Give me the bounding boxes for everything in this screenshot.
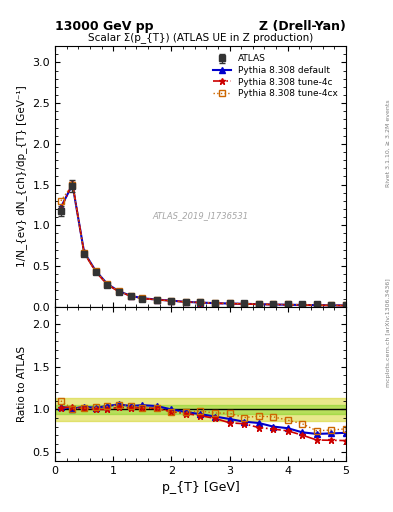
Text: mcplots.cern.ch [arXiv:1306.3436]: mcplots.cern.ch [arXiv:1306.3436] — [386, 279, 391, 387]
Pythia 8.308 tune-4c — [300, 302, 305, 308]
Pythia 8.308 tune-4c — [271, 302, 275, 308]
Pythia 8.308 tune-4c — [343, 303, 348, 309]
Pythia 8.308 default — [285, 302, 290, 308]
Pythia 8.308 tune-4c — [213, 300, 217, 306]
Pythia 8.308 default — [300, 302, 305, 308]
Line: Pythia 8.308 tune-4cx: Pythia 8.308 tune-4cx — [58, 182, 349, 308]
Pythia 8.308 tune-4c — [128, 293, 133, 299]
Pythia 8.308 tune-4c — [117, 289, 121, 295]
Pythia 8.308 tune-4c — [242, 301, 246, 307]
Pythia 8.308 default — [329, 302, 334, 308]
Pythia 8.308 tune-4cx — [94, 268, 98, 274]
Text: Rivet 3.1.10, ≥ 3.2M events: Rivet 3.1.10, ≥ 3.2M events — [386, 99, 391, 187]
Pythia 8.308 default — [82, 249, 86, 255]
Pythia 8.308 tune-4cx — [256, 301, 261, 307]
Y-axis label: 1/N_{ev} dN_{ch}/dp_{T} [GeV⁻¹]: 1/N_{ev} dN_{ch}/dp_{T} [GeV⁻¹] — [16, 86, 27, 267]
Pythia 8.308 default — [198, 300, 203, 306]
Pythia 8.308 tune-4c — [154, 296, 159, 303]
Pythia 8.308 tune-4c — [285, 302, 290, 308]
Pythia 8.308 default — [140, 295, 145, 301]
Pythia 8.308 default — [256, 301, 261, 307]
Pythia 8.308 tune-4cx — [343, 302, 348, 308]
Pythia 8.308 tune-4cx — [300, 302, 305, 308]
Pythia 8.308 tune-4c — [184, 299, 188, 305]
Line: Pythia 8.308 tune-4c: Pythia 8.308 tune-4c — [57, 180, 349, 309]
Y-axis label: Ratio to ATLAS: Ratio to ATLAS — [17, 346, 27, 422]
Pythia 8.308 tune-4cx — [59, 198, 63, 204]
Pythia 8.308 tune-4cx — [70, 181, 75, 187]
Pythia 8.308 tune-4cx — [314, 302, 319, 308]
Pythia 8.308 default — [314, 302, 319, 308]
Pythia 8.308 tune-4c — [198, 300, 203, 306]
Pythia 8.308 tune-4cx — [82, 250, 86, 256]
Pythia 8.308 tune-4c — [82, 250, 86, 256]
Pythia 8.308 tune-4c — [59, 206, 63, 212]
Bar — [55, 398, 346, 420]
Pythia 8.308 default — [105, 281, 110, 287]
Pythia 8.308 tune-4cx — [184, 299, 188, 305]
Pythia 8.308 tune-4c — [314, 302, 319, 308]
Pythia 8.308 tune-4cx — [271, 301, 275, 307]
Text: 13000 GeV pp: 13000 GeV pp — [55, 20, 154, 33]
Pythia 8.308 default — [117, 288, 121, 294]
Pythia 8.308 tune-4cx — [128, 293, 133, 299]
Pythia 8.308 tune-4cx — [213, 300, 217, 306]
Pythia 8.308 default — [343, 303, 348, 309]
Text: ATLAS_2019_I1736531: ATLAS_2019_I1736531 — [152, 211, 248, 220]
Pythia 8.308 default — [128, 293, 133, 299]
Pythia 8.308 default — [94, 268, 98, 274]
Pythia 8.308 tune-4cx — [227, 300, 232, 306]
Pythia 8.308 tune-4cx — [242, 301, 246, 307]
Text: Z (Drell-Yan): Z (Drell-Yan) — [259, 20, 346, 33]
Pythia 8.308 tune-4cx — [154, 296, 159, 303]
Pythia 8.308 default — [242, 301, 246, 307]
Line: Pythia 8.308 default: Pythia 8.308 default — [58, 182, 349, 308]
Pythia 8.308 default — [271, 302, 275, 308]
Pythia 8.308 tune-4c — [94, 269, 98, 275]
Pythia 8.308 default — [154, 296, 159, 303]
Pythia 8.308 tune-4c — [227, 301, 232, 307]
Pythia 8.308 tune-4c — [329, 303, 334, 309]
Pythia 8.308 tune-4c — [140, 295, 145, 302]
Pythia 8.308 default — [70, 181, 75, 187]
Pythia 8.308 default — [59, 204, 63, 210]
Title: Scalar Σ(p_{T}) (ATLAS UE in Z production): Scalar Σ(p_{T}) (ATLAS UE in Z productio… — [88, 33, 313, 44]
Pythia 8.308 tune-4c — [105, 282, 110, 288]
Pythia 8.308 default — [227, 301, 232, 307]
Pythia 8.308 tune-4cx — [198, 300, 203, 306]
Pythia 8.308 default — [169, 297, 174, 304]
Pythia 8.308 tune-4c — [169, 298, 174, 304]
Pythia 8.308 default — [213, 300, 217, 306]
Pythia 8.308 tune-4cx — [117, 288, 121, 294]
Pythia 8.308 tune-4c — [70, 180, 75, 186]
Pythia 8.308 tune-4cx — [285, 302, 290, 308]
Pythia 8.308 default — [184, 299, 188, 305]
Pythia 8.308 tune-4cx — [105, 281, 110, 287]
Pythia 8.308 tune-4c — [256, 301, 261, 307]
Legend: ATLAS, Pythia 8.308 default, Pythia 8.308 tune-4c, Pythia 8.308 tune-4cx: ATLAS, Pythia 8.308 default, Pythia 8.30… — [209, 51, 342, 102]
Pythia 8.308 tune-4cx — [169, 298, 174, 304]
Pythia 8.308 tune-4cx — [140, 295, 145, 302]
Pythia 8.308 tune-4cx — [329, 302, 334, 308]
Bar — [55, 405, 346, 414]
X-axis label: p_{T} [GeV]: p_{T} [GeV] — [162, 481, 239, 494]
